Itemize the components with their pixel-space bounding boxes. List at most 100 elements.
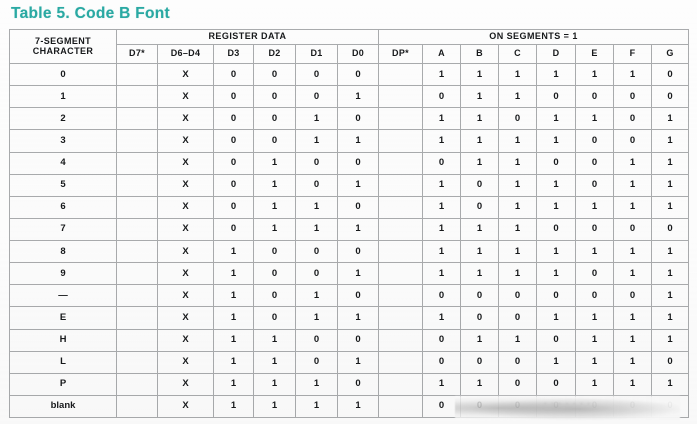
cell-seg-b: 1 xyxy=(460,262,499,286)
header-col-d2: D2 xyxy=(253,44,296,64)
cell-d3: 1 xyxy=(213,350,254,374)
header-col-f: F xyxy=(613,44,652,64)
cell-d3: 0 xyxy=(213,85,254,109)
cell-d7 xyxy=(116,62,158,87)
cell-d3: 1 xyxy=(213,394,254,419)
cell-d0: 1 xyxy=(337,85,379,109)
cell-d6-d4: X xyxy=(157,151,214,175)
cell-seg-d: 1 xyxy=(536,239,576,264)
cell-dp xyxy=(378,239,423,264)
cell-seg-g: 1 xyxy=(650,129,690,153)
cell-d6-d4: X xyxy=(157,372,214,396)
cell-seg-c: 1 xyxy=(498,151,537,175)
cell-seg-d: 1 xyxy=(536,262,576,286)
cell-d6-d4: X xyxy=(157,217,214,242)
cell-d3: 1 xyxy=(213,306,254,330)
cell-d6-d4: X xyxy=(157,173,214,197)
cell-d0: 1 xyxy=(337,262,379,286)
cell-seg-e: 1 xyxy=(575,350,614,374)
cell-d1: 0 xyxy=(295,239,338,264)
cell-seg-d: 1 xyxy=(536,62,576,87)
cell-d7 xyxy=(116,239,158,264)
cell-character: 2 xyxy=(9,107,117,131)
cell-seg-e: 0 xyxy=(575,394,614,419)
cell-seg-e: 0 xyxy=(575,151,614,175)
cell-d7 xyxy=(116,107,158,131)
cell-seg-e: 0 xyxy=(575,217,614,242)
cell-d0: 1 xyxy=(337,129,379,153)
cell-d2: 1 xyxy=(253,394,296,419)
cell-seg-b: 1 xyxy=(460,328,499,352)
cell-character: P xyxy=(9,372,117,396)
cell-d6-d4: X xyxy=(157,195,214,219)
cell-seg-e: 1 xyxy=(575,107,614,131)
cell-character: 6 xyxy=(9,195,117,219)
cell-d1: 0 xyxy=(295,62,338,87)
header-group-row: 7-SEGMENT CHARACTER REGISTER DATA ON SEG… xyxy=(9,29,690,64)
cell-seg-b: 0 xyxy=(460,284,499,308)
cell-seg-c: 1 xyxy=(498,85,537,109)
cell-d0: 1 xyxy=(337,350,379,374)
cell-d2: 1 xyxy=(253,151,296,175)
cell-seg-c: 1 xyxy=(498,217,537,242)
cell-seg-f: 1 xyxy=(613,372,652,396)
cell-seg-c: 0 xyxy=(498,350,537,374)
cell-character: H xyxy=(9,328,117,352)
cell-d0: 0 xyxy=(337,62,379,87)
cell-seg-a: 0 xyxy=(422,284,461,308)
cell-seg-c: 0 xyxy=(498,394,537,419)
cell-d6-d4: X xyxy=(157,306,214,330)
cell-dp xyxy=(378,195,423,219)
cell-d1: 1 xyxy=(295,372,338,396)
cell-seg-d: 0 xyxy=(536,85,576,109)
header-register-data: REGISTER DATA xyxy=(116,29,379,45)
cell-seg-e: 1 xyxy=(575,195,614,219)
cell-seg-f: 1 xyxy=(613,239,652,264)
cell-seg-e: 0 xyxy=(575,85,614,109)
cell-seg-g: 0 xyxy=(650,394,690,419)
cell-seg-d: 0 xyxy=(536,151,576,175)
cell-character: blank xyxy=(9,394,117,419)
cell-seg-g: 1 xyxy=(650,195,690,219)
cell-seg-d: 1 xyxy=(536,107,576,131)
cell-d3: 0 xyxy=(213,62,254,87)
cell-seg-f: 0 xyxy=(613,129,652,153)
cell-dp xyxy=(378,217,423,242)
cell-character: L xyxy=(9,350,117,374)
cell-seg-f: 0 xyxy=(613,284,652,308)
cell-dp xyxy=(378,350,423,374)
cell-dp xyxy=(378,62,423,87)
cell-seg-c: 0 xyxy=(498,306,537,330)
cell-d7 xyxy=(116,262,158,286)
cell-seg-e: 1 xyxy=(575,372,614,396)
cell-d2: 0 xyxy=(253,129,296,153)
cell-seg-e: 0 xyxy=(575,129,614,153)
cell-d7 xyxy=(116,129,158,153)
cell-d1: 0 xyxy=(295,85,338,109)
cell-seg-f: 1 xyxy=(613,350,652,374)
cell-seg-f: 1 xyxy=(613,262,652,286)
cell-seg-a: 0 xyxy=(422,350,461,374)
cell-d0: 0 xyxy=(337,107,379,131)
code-b-font-table: 7-SEGMENT CHARACTER REGISTER DATA ON SEG… xyxy=(9,29,690,419)
header-col-d7: D7* xyxy=(116,44,158,64)
cell-seg-e: 1 xyxy=(575,239,614,264)
cell-seg-a: 1 xyxy=(422,62,461,87)
cell-d7 xyxy=(116,195,158,219)
cell-d0: 0 xyxy=(337,195,379,219)
cell-d2: 0 xyxy=(253,284,296,308)
cell-seg-c: 1 xyxy=(498,328,537,352)
cell-seg-g: 1 xyxy=(650,328,690,352)
cell-d7 xyxy=(116,85,158,109)
cell-seg-b: 0 xyxy=(460,350,499,374)
cell-seg-b: 0 xyxy=(460,173,499,197)
cell-seg-c: 1 xyxy=(498,239,537,264)
cell-seg-c: 1 xyxy=(498,195,537,219)
cell-d1: 1 xyxy=(295,217,338,242)
cell-character: 4 xyxy=(9,151,117,175)
cell-seg-c: 1 xyxy=(498,262,537,286)
cell-d3: 0 xyxy=(213,217,254,242)
